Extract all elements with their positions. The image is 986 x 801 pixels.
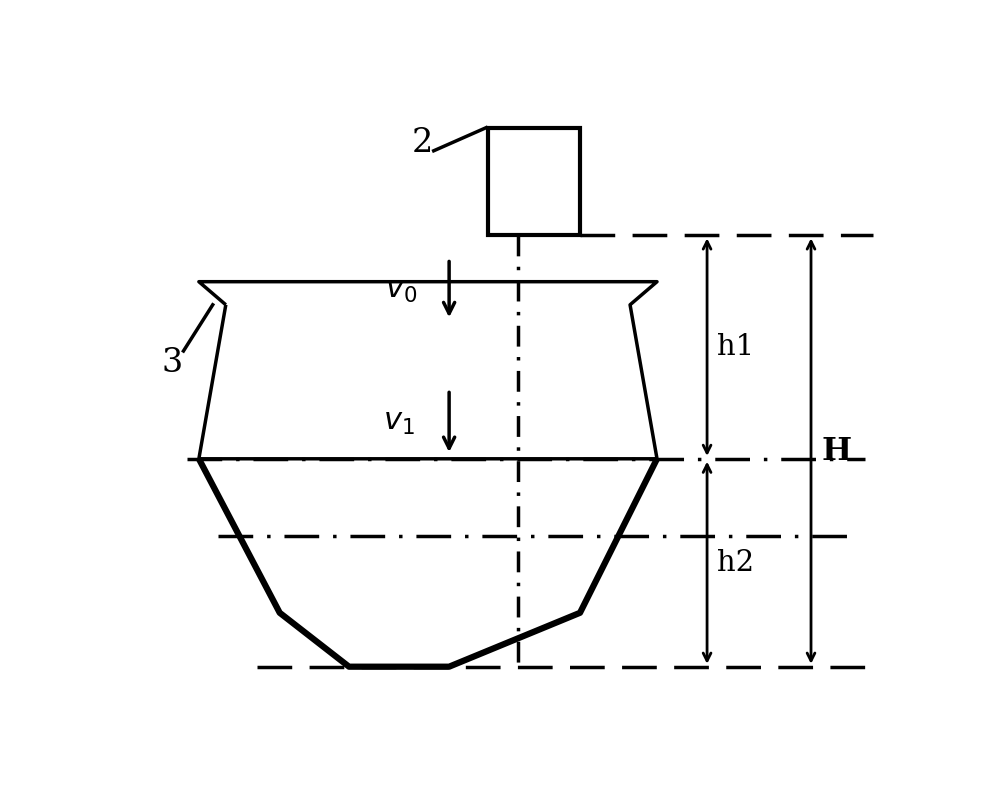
Text: 3: 3 <box>162 347 182 379</box>
Text: h1: h1 <box>717 333 754 361</box>
Bar <box>488 127 580 235</box>
Text: $v_0$: $v_0$ <box>385 274 417 305</box>
Text: 2: 2 <box>411 127 433 159</box>
Text: $v_1$: $v_1$ <box>383 406 414 437</box>
Text: H: H <box>821 436 851 467</box>
Text: h2: h2 <box>717 549 754 577</box>
